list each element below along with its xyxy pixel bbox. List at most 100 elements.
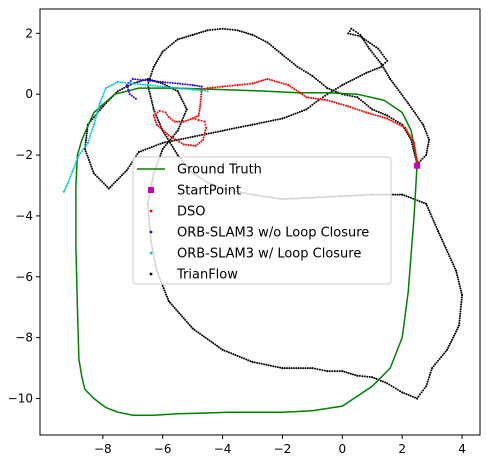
trajectory-point <box>184 318 187 321</box>
trajectory-point <box>134 82 137 85</box>
trajectory-point <box>83 145 86 148</box>
trajectory-point <box>394 387 397 390</box>
trajectory-point <box>211 28 214 31</box>
trajectory-point <box>441 354 444 357</box>
trajectory-point <box>203 87 206 90</box>
trajectory-point <box>321 98 324 101</box>
trajectory-point <box>64 186 67 189</box>
trajectory-point <box>457 278 460 281</box>
trajectory-point <box>426 204 428 207</box>
trajectory-point <box>180 120 183 123</box>
trajectory-point <box>178 120 181 123</box>
trajectory-point <box>390 384 393 387</box>
trajectory-point <box>127 88 130 91</box>
trajectory-point <box>401 391 404 394</box>
trajectory-point <box>189 34 192 37</box>
trajectory-point <box>176 87 179 90</box>
trajectory-point <box>181 83 184 86</box>
trajectory-point <box>174 39 177 42</box>
trajectory-point <box>379 111 382 114</box>
trajectory-point <box>333 370 336 373</box>
trajectory-point <box>359 33 362 37</box>
trajectory-point <box>460 291 463 294</box>
trajectory-point <box>416 160 419 163</box>
trajectory-point <box>173 120 176 123</box>
trajectory-point <box>149 74 152 77</box>
trajectory-point <box>311 74 314 77</box>
trajectory-point <box>271 79 274 82</box>
trajectory-point <box>94 174 97 176</box>
trajectory-point <box>451 261 454 264</box>
trajectory-point <box>230 352 233 355</box>
trajectory-point <box>214 28 217 31</box>
trajectory-point <box>414 112 416 114</box>
trajectory-point <box>172 41 175 44</box>
trajectory-point <box>290 114 293 117</box>
trajectory-point <box>244 125 247 127</box>
trajectory-point <box>224 85 227 88</box>
trajectory-point <box>415 155 418 158</box>
y-axis: 2 0 −2 −4 −6 −8 −10 <box>8 26 40 405</box>
trajectory-point <box>229 28 232 31</box>
trajectory-point <box>334 88 337 90</box>
trajectory-point <box>367 40 370 43</box>
trajectory-point <box>307 96 310 99</box>
trajectory-point <box>200 31 203 34</box>
trajectory-point <box>187 322 190 325</box>
trajectory-point <box>219 347 222 350</box>
trajectory-point <box>219 130 222 133</box>
trajectory-point <box>459 305 462 308</box>
trajectory-point <box>67 180 70 183</box>
trajectory-point <box>161 141 164 144</box>
trajectory-point <box>160 52 163 55</box>
trajectory-point <box>267 364 270 367</box>
trajectory-point <box>429 371 432 374</box>
trajectory-point <box>398 91 401 94</box>
trajectory-point <box>274 47 276 50</box>
legend-swatch <box>149 209 153 213</box>
trajectory-point <box>85 134 88 137</box>
trajectory-point <box>249 82 251 85</box>
trajectory-point <box>184 87 187 90</box>
trajectory-point <box>443 352 446 355</box>
trajectory-point <box>372 113 375 116</box>
trajectory-point <box>301 110 303 113</box>
trajectory-point <box>425 202 428 205</box>
trajectory-point <box>375 110 378 113</box>
trajectory-point <box>177 92 180 95</box>
trajectory-point <box>159 126 162 129</box>
trajectory-point <box>440 238 443 241</box>
trajectory-point <box>214 343 217 346</box>
trajectory-point <box>447 346 450 349</box>
trajectory-point <box>288 367 291 370</box>
trajectory-point <box>226 85 229 88</box>
trajectory-point <box>172 136 174 139</box>
trajectory-point <box>87 139 90 142</box>
trajectory-point <box>260 362 263 365</box>
legend-item: ORB-SLAM3 w/o Loop Closure <box>149 226 369 241</box>
trajectory-point <box>386 382 389 385</box>
trajectory-point <box>318 368 321 371</box>
trajectory-point <box>438 232 440 235</box>
trajectory-point <box>101 95 104 98</box>
trajectory-point <box>457 280 460 283</box>
trajectory-point <box>301 93 304 96</box>
trajectory-point <box>139 83 142 86</box>
trajectory-point <box>171 145 174 148</box>
trajectory-point <box>98 102 101 105</box>
trajectory-point <box>356 34 359 37</box>
trajectory-point <box>348 30 351 33</box>
trajectory-point <box>136 83 139 86</box>
trajectory-point <box>199 89 202 92</box>
trajectory-point <box>381 64 384 67</box>
trajectory-point <box>409 136 412 139</box>
trajectory-point <box>290 61 293 64</box>
trajectory-point <box>264 78 267 81</box>
trajectory-point <box>363 110 365 113</box>
trajectory-point <box>256 122 259 125</box>
trajectory-point <box>452 263 455 266</box>
trajectory-point <box>96 175 99 178</box>
legend-label: DSO <box>177 205 206 220</box>
trajectory-point <box>298 67 301 70</box>
trajectory-point <box>164 81 167 84</box>
